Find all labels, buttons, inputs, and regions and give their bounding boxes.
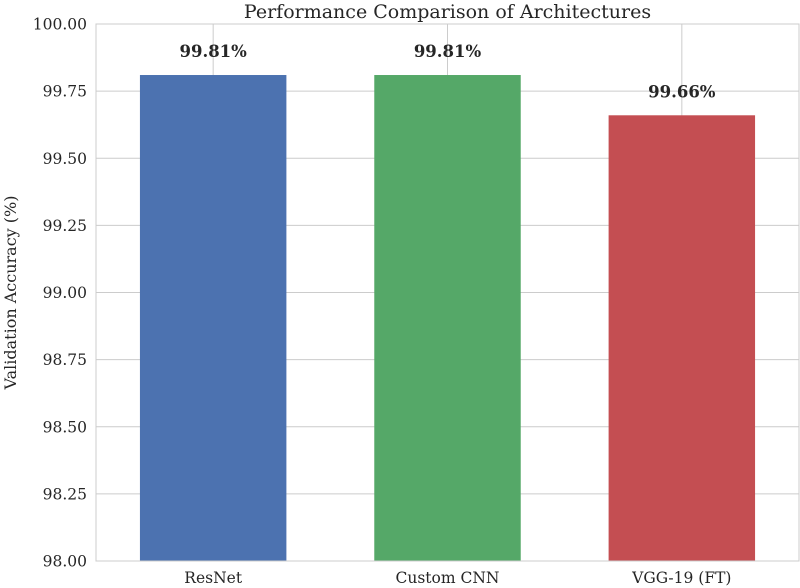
- x-tick-label: Custom CNN: [396, 569, 500, 587]
- bar-vgg-19-ft: [608, 115, 756, 561]
- x-tick-label: VGG-19 (FT): [631, 569, 731, 587]
- y-tick-label: 99.75: [43, 83, 87, 101]
- y-axis-ticks: 98.00 98.25 98.50 98.75 99.00 99.25 99.50 99.75…: [33, 16, 87, 571]
- y-tick-label: 98.50: [43, 418, 87, 436]
- y-tick-label: 100.00: [33, 16, 87, 34]
- data-labels: 99.81% 99.81% 99.66%: [179, 42, 715, 101]
- data-label: 99.81%: [414, 42, 482, 61]
- x-tick-label: ResNet: [184, 569, 243, 587]
- data-label: 99.81%: [179, 42, 247, 61]
- y-tick-label: 98.75: [43, 351, 87, 369]
- y-tick-label: 99.50: [43, 150, 87, 168]
- y-tick-label: 99.00: [43, 284, 87, 302]
- y-tick-label: 99.25: [43, 217, 87, 235]
- bars: [139, 75, 756, 561]
- data-label: 99.66%: [648, 82, 716, 101]
- bar-resnet: [139, 75, 287, 561]
- y-axis-label: Validation Accuracy (%): [1, 196, 20, 391]
- bar-custom-cnn: [374, 75, 521, 561]
- y-tick-label: 98.25: [43, 485, 87, 503]
- chart-title: Performance Comparison of Architectures: [244, 1, 651, 23]
- x-axis-ticks: ResNet Custom CNN VGG-19 (FT): [184, 569, 731, 587]
- plot-frame: [95, 23, 800, 562]
- y-tick-label: 98.00: [43, 553, 87, 571]
